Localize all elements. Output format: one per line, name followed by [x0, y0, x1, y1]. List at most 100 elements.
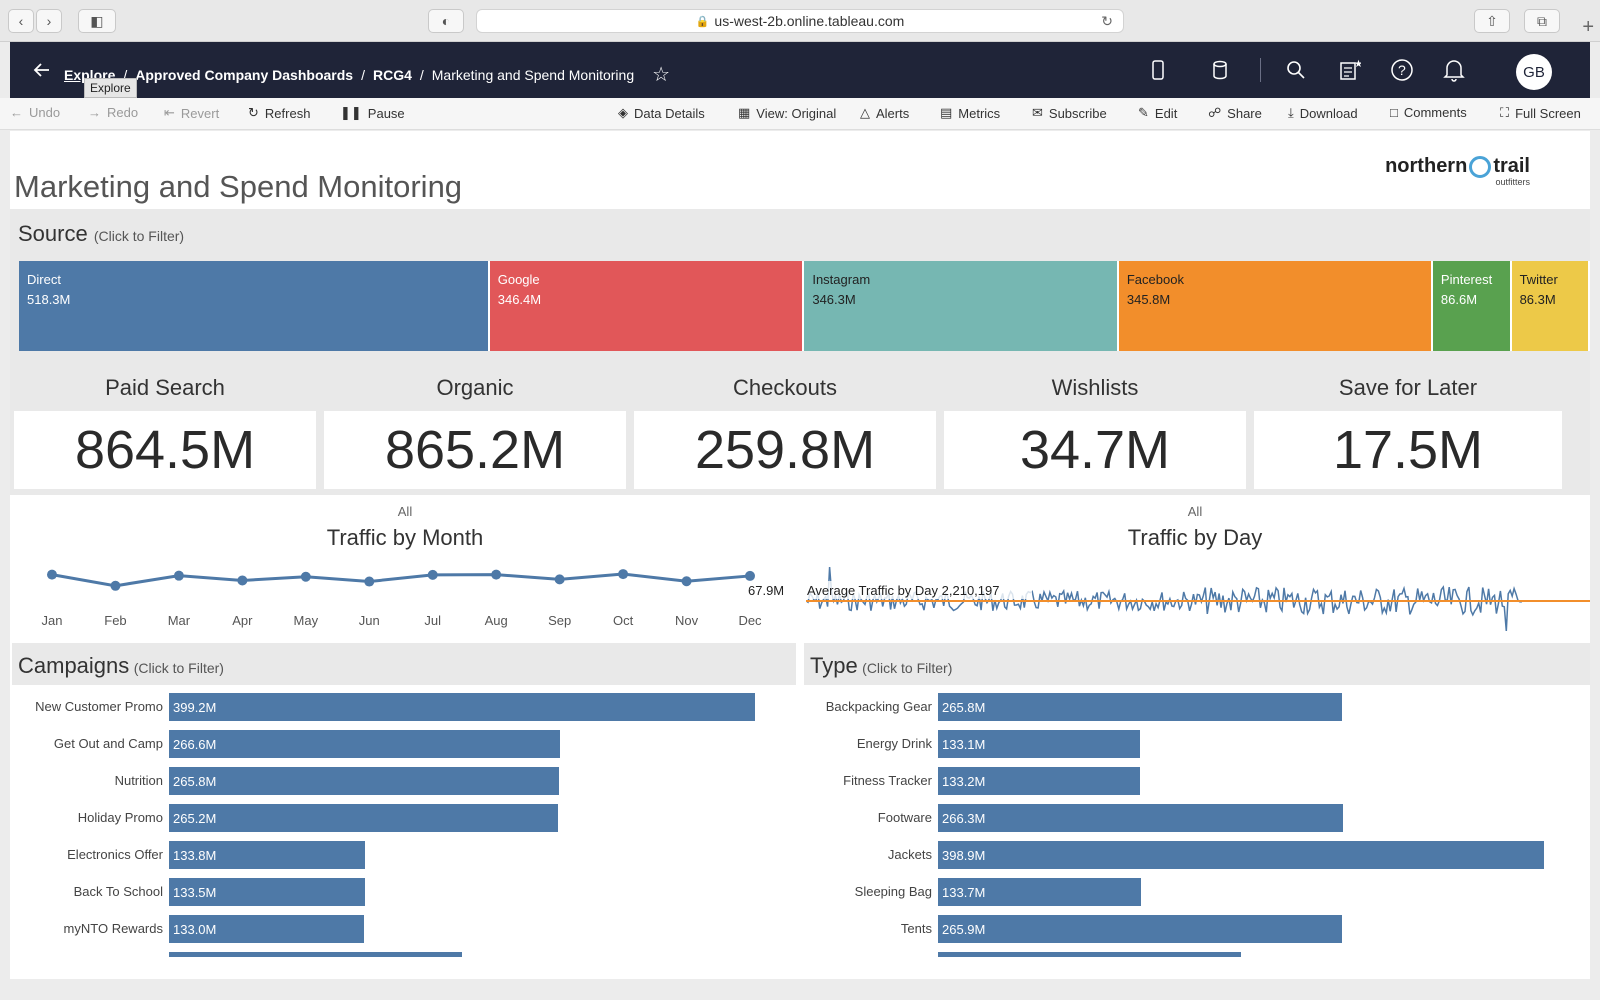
- source-tile-name: Pinterest: [1440, 272, 1493, 287]
- tabs-overview-icon[interactable]: ⧉: [1524, 9, 1560, 33]
- traffic-month-point[interactable]: [300, 571, 311, 582]
- source-tile-google[interactable]: Google 346.4M: [489, 261, 805, 351]
- comments-button[interactable]: □ Comments: [1390, 105, 1467, 120]
- type-bar-row[interactable]: Jackets 398.9M: [888, 841, 1544, 869]
- type-bar-row[interactable]: Tents 265.9M: [901, 915, 1544, 943]
- kpi-organic: Organic 865.2M: [320, 359, 630, 495]
- campaigns-heading: Campaigns (Click to Filter): [12, 643, 796, 685]
- pause-button[interactable]: ❚❚ Pause: [340, 105, 405, 121]
- source-tile-facebook[interactable]: Facebook 345.8M: [1118, 261, 1433, 351]
- view-original-button[interactable]: ▦ View: Original: [738, 105, 836, 121]
- type-bar-row[interactable]: Fitness Tracker 133.2M: [843, 767, 1544, 795]
- back-arrow-icon[interactable]: [28, 56, 56, 84]
- type-bar[interactable]: 398.9M: [938, 841, 1544, 869]
- source-tile-direct[interactable]: Direct 518.3M: [19, 261, 490, 351]
- traffic-month-point[interactable]: [618, 569, 629, 580]
- campaign-bar-row[interactable]: myNTO Rewards 133.0M: [64, 915, 755, 943]
- alerts-button[interactable]: △ Alerts: [860, 105, 909, 121]
- source-hint: (Click to Filter): [93, 228, 185, 244]
- data-details-label: Data Details: [634, 105, 705, 121]
- source-tile-instagram[interactable]: Instagram 346.3M: [804, 261, 1119, 351]
- campaign-bar-row[interactable]: New Customer Promo 399.2M: [35, 693, 755, 721]
- traffic-month-line: [51, 572, 751, 588]
- help-icon[interactable]: ?: [1388, 56, 1416, 84]
- type-bar[interactable]: 133.7M: [938, 878, 1142, 906]
- traffic-month-point[interactable]: [173, 570, 184, 581]
- traffic-month-point[interactable]: [491, 569, 502, 580]
- reload-icon[interactable]: ↻: [1101, 12, 1113, 29]
- new-tab-icon[interactable]: +: [1582, 16, 1594, 38]
- edit-button[interactable]: ✎ Edit: [1138, 105, 1177, 121]
- campaign-bar-label: Back To School: [73, 884, 163, 899]
- type-bar-row[interactable]: Backpacking Gear 265.8M: [826, 693, 1544, 721]
- type-bar[interactable]: 133.2M: [938, 767, 1141, 795]
- device-preview-icon[interactable]: [1144, 56, 1172, 84]
- breadcrumb-rcg4[interactable]: RCG4: [372, 66, 412, 83]
- type-bar-row[interactable]: Sleeping Bag 133.7M: [855, 878, 1544, 906]
- data-source-icon[interactable]: [1206, 56, 1234, 84]
- data-details-button[interactable]: ◈ Data Details: [618, 105, 705, 121]
- campaign-bar[interactable]: 399.2M: [169, 693, 755, 721]
- traffic-month-point[interactable]: [681, 576, 692, 587]
- back-icon[interactable]: ‹: [8, 9, 34, 33]
- type-bar[interactable]: 265.9M: [938, 915, 1342, 943]
- source-tile-pinterest[interactable]: Pinterest 86.6M: [1432, 261, 1512, 351]
- type-bar[interactable]: 265.8M: [938, 693, 1342, 721]
- privacy-shield-icon[interactable]: ◐: [428, 9, 464, 33]
- campaign-bar[interactable]: 265.2M: [169, 804, 559, 832]
- share-button[interactable]: ☍ Share: [1208, 105, 1262, 121]
- forward-icon[interactable]: ›: [36, 9, 62, 33]
- campaign-bar[interactable]: 265.8M: [169, 767, 560, 795]
- campaign-bar[interactable]: 133.8M: [169, 841, 366, 869]
- sidebar-toggle-icon[interactable]: ◧: [78, 9, 116, 33]
- month-tick-label: Feb: [104, 613, 126, 628]
- kpi-value: 864.5M: [14, 411, 316, 489]
- type-bar-row[interactable]: Energy Drink 133.1M: [857, 730, 1544, 758]
- subscribe-button[interactable]: ✉ Subscribe: [1032, 105, 1107, 121]
- notifications-bell-icon[interactable]: [1440, 56, 1468, 84]
- traffic-month-point[interactable]: [110, 580, 121, 591]
- traffic-month-filter[interactable]: All: [397, 504, 413, 519]
- campaign-bar-row[interactable]: Electronics Offer 133.8M: [67, 841, 755, 869]
- type-bar-row[interactable]: Footware 266.3M: [878, 804, 1544, 832]
- lock-icon: 🔒: [695, 15, 710, 28]
- star-favorite-icon[interactable]: ☆: [652, 64, 671, 86]
- campaign-bar-row[interactable]: Get Out and Camp 266.6M: [54, 730, 755, 758]
- search-icon[interactable]: [1282, 56, 1310, 84]
- campaign-bar-row[interactable]: Nutrition 265.8M: [115, 767, 755, 795]
- traffic-day-filter[interactable]: All: [1187, 504, 1203, 519]
- share-page-icon[interactable]: ⇧: [1474, 9, 1510, 33]
- metrics-button[interactable]: ▤ Metrics: [940, 105, 1000, 121]
- campaign-bar[interactable]: 133.0M: [169, 915, 365, 943]
- avatar[interactable]: GB: [1516, 54, 1552, 90]
- traffic-month-point[interactable]: [745, 570, 755, 581]
- traffic-month-point[interactable]: [364, 576, 375, 587]
- refresh-button[interactable]: ↻ Refresh: [248, 105, 310, 121]
- logo-text-right: trail: [1493, 155, 1530, 177]
- favorites-list-icon[interactable]: ★: [1336, 56, 1364, 84]
- share-icon: ☍: [1208, 105, 1222, 120]
- breadcrumb-approved-dashboards[interactable]: Approved Company Dashboards: [135, 66, 354, 83]
- full-screen-button[interactable]: ⛶ Full Screen: [1500, 105, 1581, 121]
- campaign-bar-row[interactable]: Holiday Promo 265.2M: [78, 804, 755, 832]
- revert-button[interactable]: ⇤ Revert: [164, 105, 219, 121]
- traffic-month-point[interactable]: [554, 574, 565, 585]
- download-button[interactable]: ⤓ Download: [1288, 105, 1358, 121]
- undo-button[interactable]: ← Undo: [10, 105, 60, 120]
- campaign-bar[interactable]: 133.5M: [169, 878, 365, 906]
- type-bar[interactable]: 133.1M: [938, 730, 1141, 758]
- traffic-month-point[interactable]: [47, 569, 57, 580]
- traffic-month-point[interactable]: [427, 569, 438, 580]
- traffic-month-last-label: 67.9M: [748, 583, 784, 598]
- redo-button[interactable]: → Redo: [88, 105, 138, 120]
- traffic-month-point[interactable]: [237, 575, 248, 586]
- campaign-bar-partial: [169, 952, 462, 957]
- campaign-bar[interactable]: 266.6M: [169, 730, 561, 758]
- source-tile-twitter[interactable]: Twitter 86.3M: [1511, 261, 1590, 351]
- campaign-bar-label: Get Out and Camp: [53, 736, 163, 751]
- kpi-label: Checkouts: [733, 375, 837, 400]
- campaign-bar-row[interactable]: Back To School 133.5M: [74, 878, 755, 906]
- type-bar[interactable]: 266.3M: [938, 804, 1343, 832]
- url-text: us-west-2b.online.tableau.com: [714, 13, 905, 29]
- address-bar[interactable]: 🔒 us-west-2b.online.tableau.com ↻: [476, 9, 1124, 33]
